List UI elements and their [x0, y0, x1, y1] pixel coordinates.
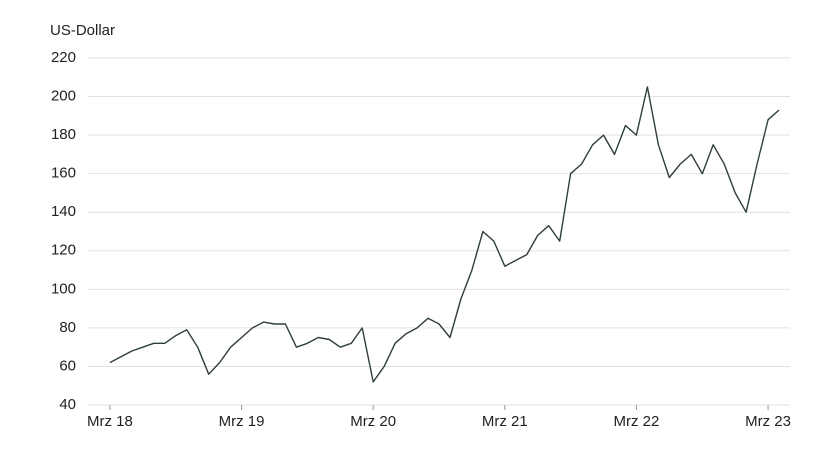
y-tick-label: 100: [51, 280, 76, 297]
x-tick-label: Mrz 22: [614, 413, 660, 430]
x-tick-label: Mrz 20: [350, 413, 396, 430]
y-tick-label: 160: [51, 165, 76, 182]
x-tick-label: Mrz 19: [219, 413, 265, 430]
x-tick-label: Mrz 18: [87, 413, 133, 430]
y-tick-label: 180: [51, 126, 76, 143]
y-tick-label: 80: [59, 319, 76, 336]
x-tick-label: Mrz 21: [482, 413, 528, 430]
y-tick-label: 120: [51, 242, 76, 259]
y-tick-label: 220: [51, 49, 76, 66]
y-axis-label: US-Dollar: [50, 22, 115, 39]
y-tick-label: 40: [59, 396, 76, 413]
y-tick-label: 140: [51, 203, 76, 220]
price-line: [109, 86, 780, 383]
y-tick-label: 60: [59, 357, 76, 374]
y-tick-label: 200: [51, 88, 76, 105]
x-tick-label: Mrz 23: [745, 413, 791, 430]
